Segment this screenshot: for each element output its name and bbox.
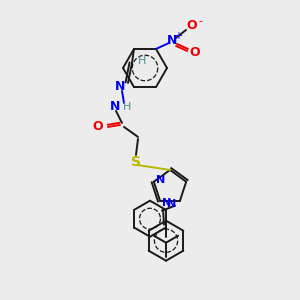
Text: O: O <box>93 120 103 134</box>
Text: O: O <box>190 46 200 59</box>
Text: +: + <box>174 31 182 41</box>
Text: N: N <box>167 199 177 209</box>
Text: -: - <box>198 16 202 26</box>
Text: S: S <box>131 155 141 169</box>
Text: N: N <box>156 175 166 185</box>
Text: O: O <box>187 20 197 32</box>
Text: N: N <box>167 34 177 47</box>
Text: H: H <box>123 102 131 112</box>
Text: N: N <box>110 100 120 113</box>
Text: H: H <box>138 56 146 66</box>
Text: N: N <box>115 80 125 93</box>
Text: N: N <box>162 198 172 208</box>
